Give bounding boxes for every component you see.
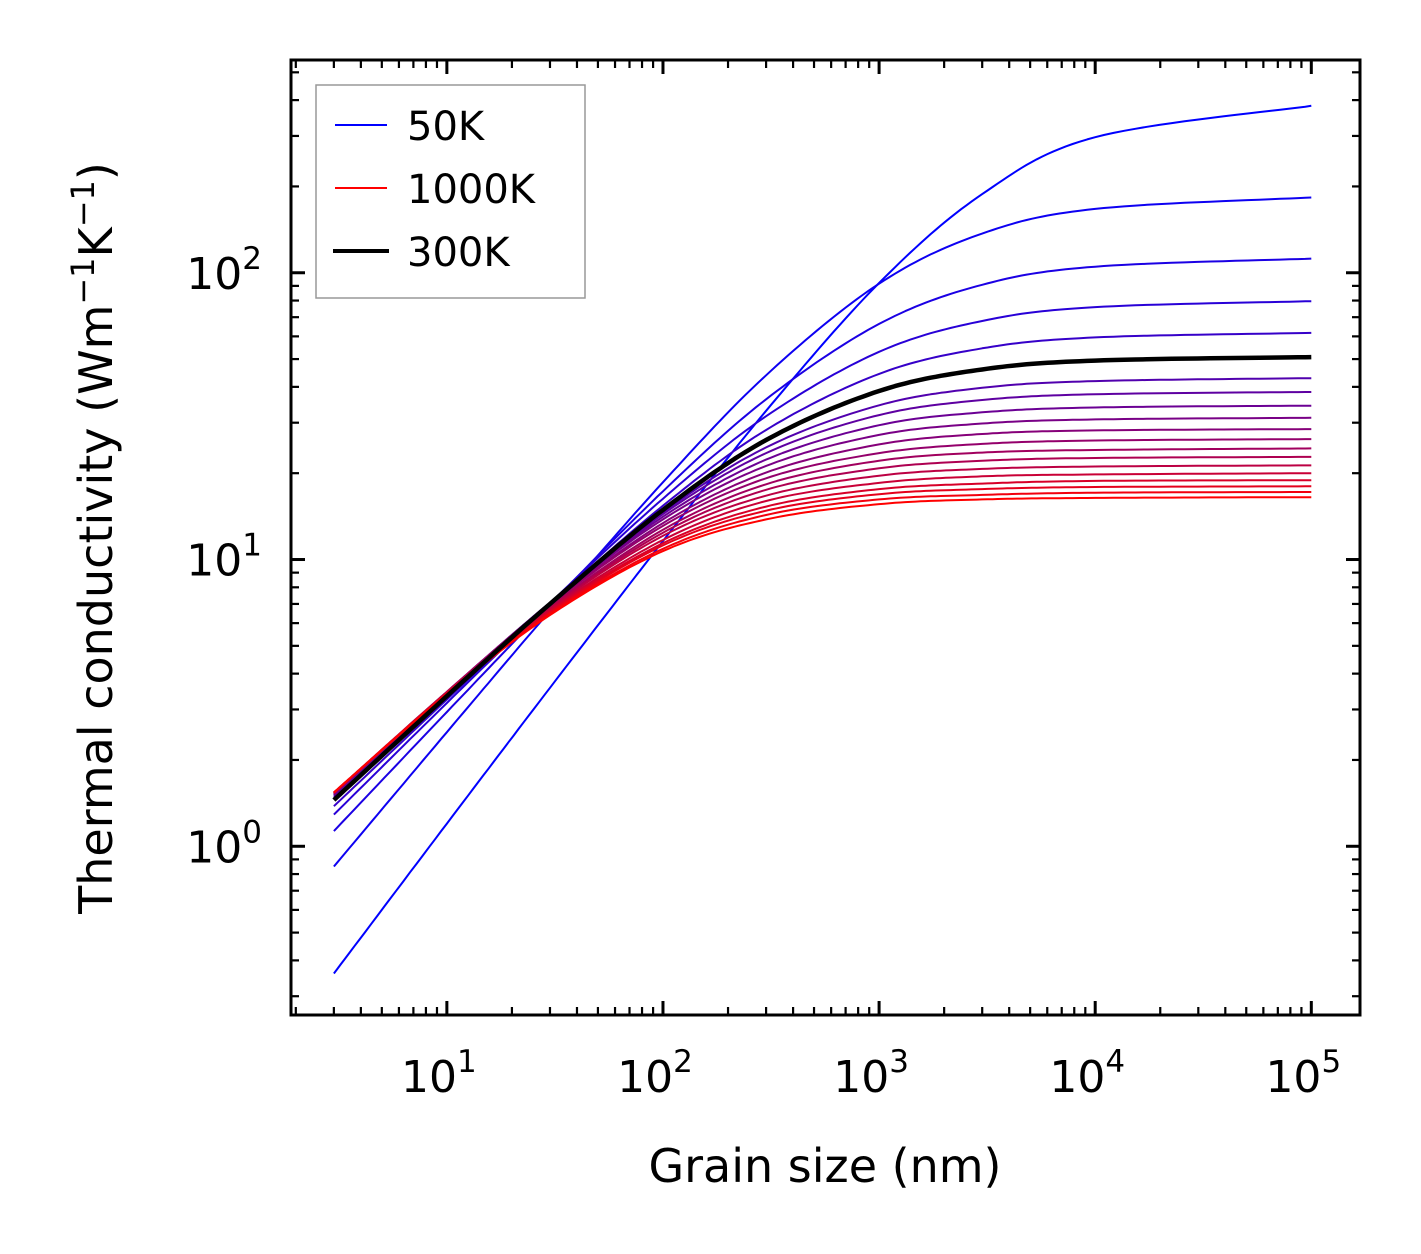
plot-frame — [289, 58, 1362, 1017]
series-line-700k — [333, 455, 1312, 794]
series-line-350k — [333, 377, 1312, 799]
series-line-800k — [333, 472, 1312, 794]
curves — [332, 104, 1312, 975]
y-tick-label: 101 — [186, 528, 262, 587]
legend-label-300k: 300K — [407, 230, 511, 276]
series-line-1000k — [333, 496, 1312, 794]
legend: 50K 1000K 300K — [315, 84, 586, 299]
series-line-200k — [333, 300, 1312, 816]
series-line-750k — [333, 464, 1312, 794]
x-tick-labels: 101 102 103 104 105 — [401, 1044, 1341, 1103]
y-tick-label: 100 — [186, 814, 262, 873]
series-line-150k — [333, 257, 1312, 832]
y-axis-title-suffix: ) — [69, 162, 123, 180]
series-line-950k — [333, 491, 1312, 794]
y-axis-title: Thermal conductivity (Wm−1K−1) — [64, 162, 123, 915]
x-tick-label: 101 — [401, 1044, 477, 1103]
major-ticks — [291, 60, 1360, 1015]
legend-label-1000k: 1000K — [407, 167, 537, 213]
y-axis-title-prefix: Thermal conductivity (Wm — [69, 305, 123, 915]
series-line-100k — [333, 196, 1312, 868]
series-line-900k — [333, 485, 1312, 794]
legend-label-50k: 50K — [407, 104, 486, 150]
legend-frame — [315, 84, 586, 299]
y-axis-title-sup1: −1 — [64, 257, 102, 304]
series-line-300k — [332, 354, 1312, 802]
x-tick-label: 105 — [1265, 1044, 1341, 1103]
x-tick-label: 102 — [617, 1044, 693, 1103]
series-line-50k — [333, 104, 1312, 975]
y-axis-title-sup2: −1 — [64, 180, 102, 227]
series-line-400k — [333, 391, 1312, 797]
y-tick-label: 102 — [186, 241, 262, 300]
y-axis-title-mid: K — [69, 225, 123, 257]
series-line-850k — [333, 479, 1312, 794]
series-line-250k — [333, 331, 1312, 807]
x-tick-label: 104 — [1049, 1044, 1125, 1103]
x-tick-label: 103 — [833, 1044, 909, 1103]
x-axis-title: Grain size (nm) — [649, 1139, 1002, 1193]
y-tick-labels: 100 101 102 — [186, 241, 262, 874]
